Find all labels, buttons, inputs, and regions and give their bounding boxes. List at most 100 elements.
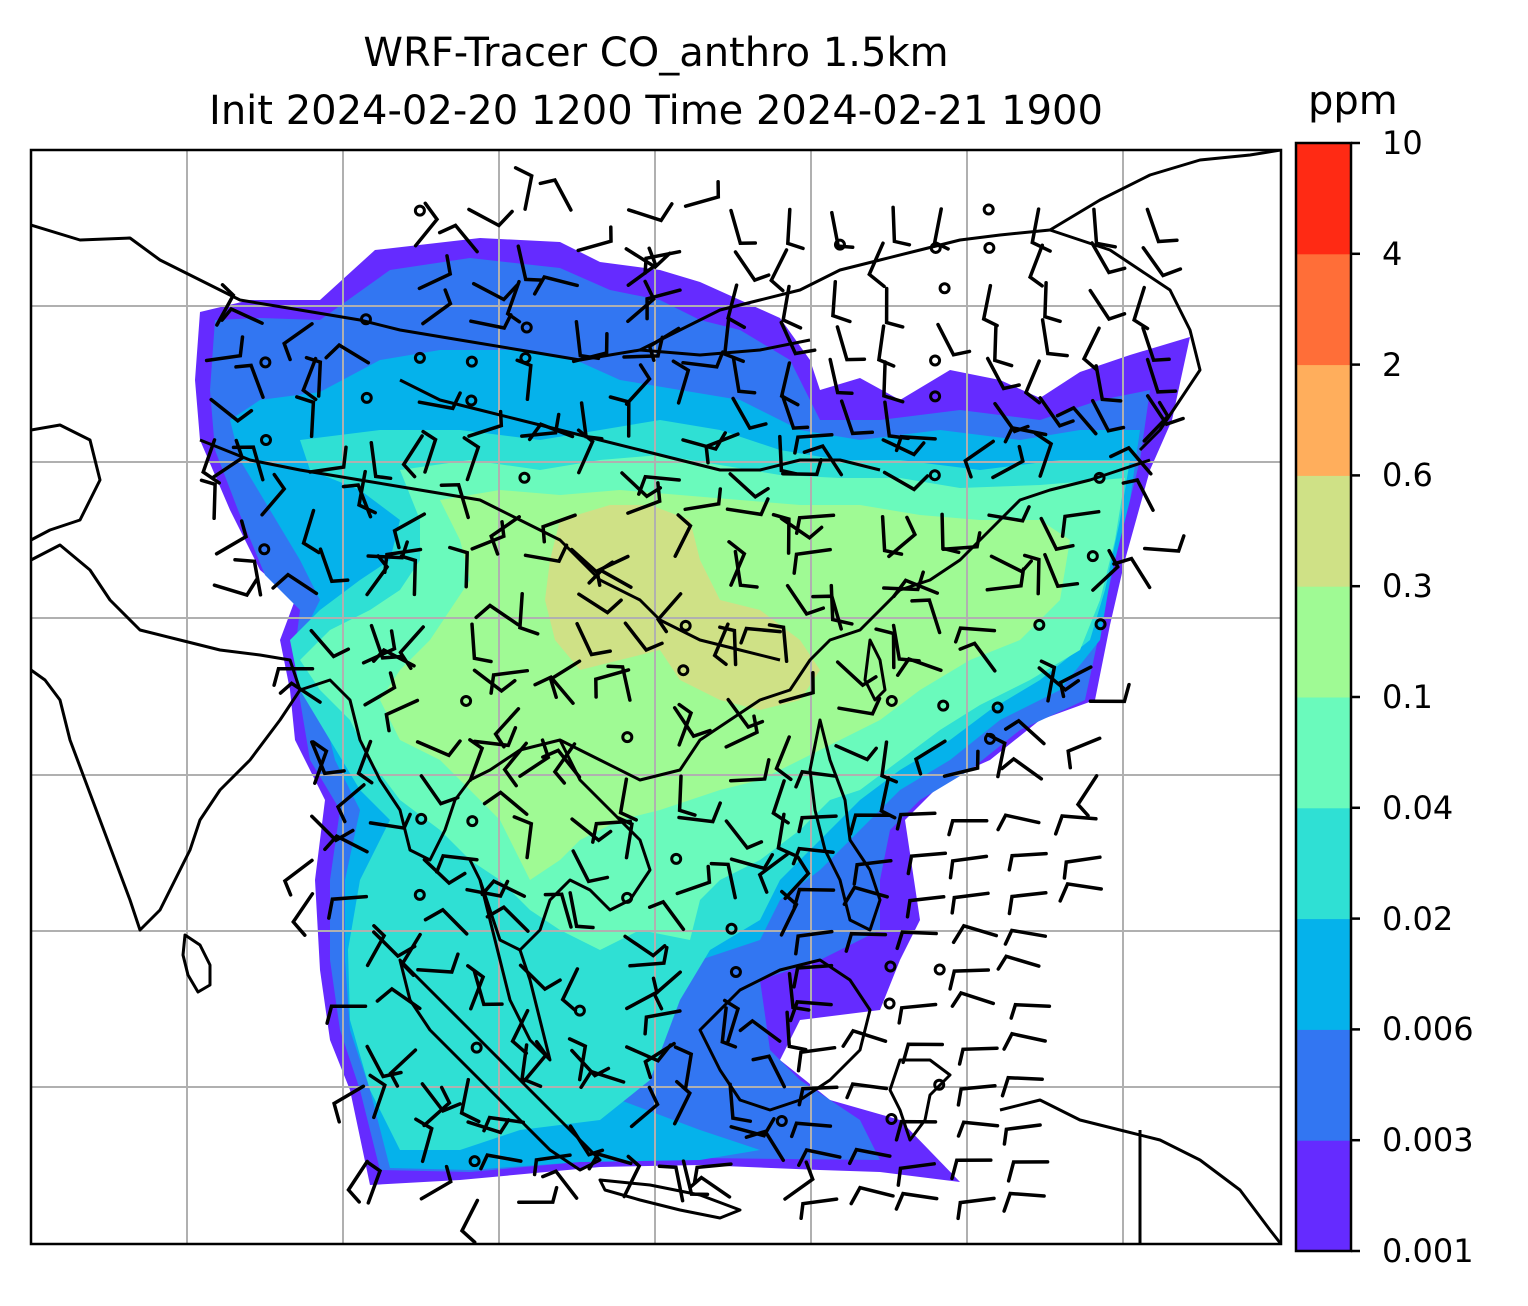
wind-barb [624,363,652,406]
calm-wind-marker [1033,618,1046,631]
calm-wind-marker [519,351,532,364]
wind-barb [575,621,612,657]
wind-barb [896,1162,936,1187]
wind-barb [468,738,485,782]
wind-barb [1000,756,1044,781]
calm-wind-marker [258,543,271,556]
wind-barb [769,248,789,293]
wind-barb [570,1048,611,1078]
coastline-china-interior [399,378,881,472]
wind-barb [1039,659,1057,703]
wind-barb [571,332,609,364]
wind-barb [568,891,595,930]
wind-barb [304,355,323,398]
wind-barb [720,1006,738,1049]
colorbar-tick-label: 0.1 [1382,678,1433,716]
wind-barb [956,1084,997,1107]
wind-barb [587,568,633,589]
wind-barb [778,671,815,704]
wind-barb [471,281,519,302]
wind-barb [541,1169,579,1200]
wind-barb [472,969,504,1007]
wind-barb [541,513,577,544]
wind-barb [842,885,889,907]
wind-barb [1121,478,1155,512]
calm-wind-marker [885,694,898,707]
wind-barb [570,817,613,843]
wind-barb [422,1085,452,1128]
wind-barb [400,932,422,977]
wind-barb [950,891,990,915]
wind-barb [835,660,878,688]
wind-barb [828,357,854,396]
wind-barb [470,622,493,664]
wind-barb [595,554,630,587]
wind-barb [309,628,351,659]
wind-barb [1033,431,1054,478]
colorbar-swatch [1296,807,1351,920]
wind-barb [712,622,730,667]
wind-barb [417,254,453,291]
wind-barb [201,438,221,485]
wind-barb [622,335,665,359]
wind-barb [568,1124,605,1157]
wind-barb [844,931,888,953]
wind-barb [472,668,517,694]
wind-barb [985,567,1026,592]
wind-barb [884,286,905,329]
calm-wind-marker [933,1078,946,1091]
wind-barb [369,440,393,481]
wind-barb [738,1018,782,1043]
colorbar-swatch [1296,475,1351,587]
wind-barb [726,697,765,730]
wind-barb [1132,285,1150,331]
wind-barb [789,1121,833,1139]
wind-barb [606,664,632,702]
wind-barb [725,497,770,517]
calm-wind-marker [466,815,479,828]
wind-barb [841,1028,888,1048]
wind-barb [552,742,577,785]
wind-barb [467,207,514,228]
wind-barb [645,288,682,321]
wind-barb [724,819,764,851]
wind-barb [1043,280,1062,324]
wind-barb [948,968,991,991]
calm-wind-marker [983,241,996,254]
calm-wind-marker [259,356,272,369]
wind-barb [1141,246,1183,278]
wind-barbs [199,166,1186,1244]
wind-barb [677,774,697,817]
wind-barb [1145,357,1178,394]
wind-barb [785,583,826,616]
wind-barb [628,945,669,968]
calm-wind-marker [413,204,426,217]
wind-barb [681,1159,710,1197]
calm-wind-marker [359,313,372,326]
wind-barb [518,963,562,992]
wind-barb [365,1044,403,1079]
wind-barb [1145,394,1185,427]
colorbar-unit: ppm [1308,78,1398,124]
wind-barb [437,223,479,254]
wind-barb [513,166,534,211]
wind-barb [368,812,412,831]
calm-wind-marker [360,391,373,404]
colorbar-tick-label: 0.6 [1382,456,1433,495]
wind-barb [793,432,834,455]
wind-barb [729,1117,776,1138]
map-frame [29,148,1283,1246]
wind-barb [671,359,691,405]
wind-barb [1094,364,1123,403]
wind-barb [622,1154,642,1199]
wind-barb [1090,398,1126,433]
wind-barb [739,626,782,645]
wind-barb [1090,241,1127,275]
wind-barb [672,706,712,739]
wind-barb [532,1153,572,1177]
wind-barb [567,1037,588,1082]
wind-barb [1002,1031,1047,1051]
wind-barb [1039,516,1075,552]
wind-barb [523,543,569,564]
wind-barb [956,1196,996,1221]
